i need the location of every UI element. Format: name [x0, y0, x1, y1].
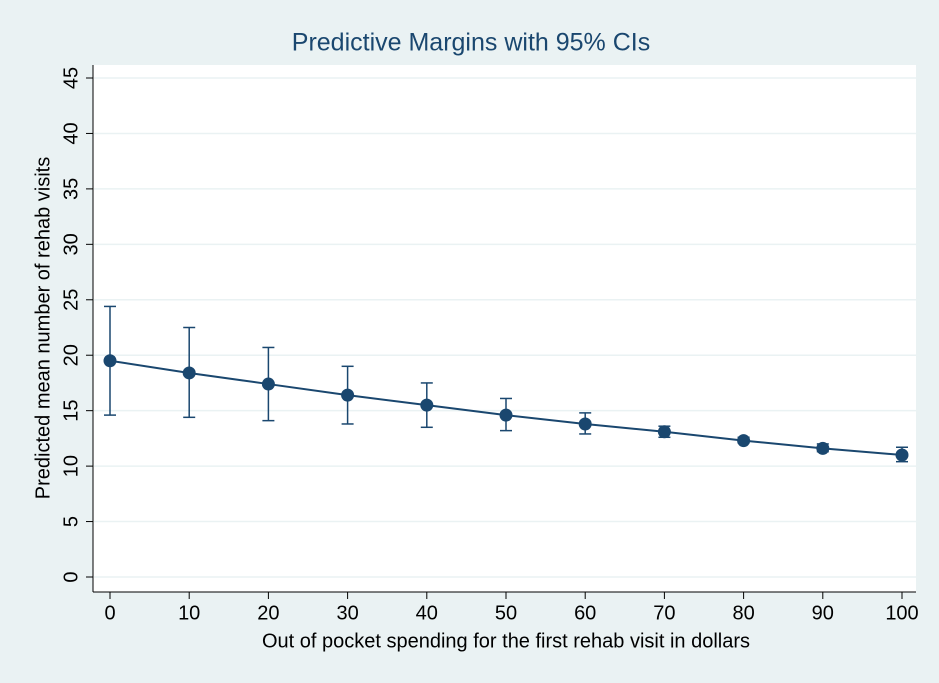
x-tick-label: 70 [653, 602, 675, 624]
marker [103, 354, 117, 368]
marker [499, 408, 513, 422]
x-tick-label: 30 [336, 602, 358, 624]
x-tick-label: 0 [104, 602, 115, 624]
marker [816, 441, 830, 455]
y-tick-label: 25 [60, 289, 82, 311]
y-tick-label: 0 [60, 571, 82, 582]
marker [578, 417, 592, 431]
x-tick-label: 80 [732, 602, 754, 624]
marker [261, 377, 275, 391]
marker [182, 366, 196, 380]
x-tick-label: 100 [885, 602, 918, 624]
marker [737, 434, 751, 448]
y-tick-label: 30 [60, 233, 82, 255]
marker [341, 388, 355, 402]
y-axis-label: Predicted mean number of rehab visits [32, 157, 54, 499]
marker [420, 398, 434, 412]
x-tick-label: 10 [178, 602, 200, 624]
y-tick-label: 10 [60, 455, 82, 477]
x-tick-label: 20 [257, 602, 279, 624]
x-tick-label: 50 [495, 602, 517, 624]
x-tick-label: 40 [416, 602, 438, 624]
y-tick-label: 35 [60, 178, 82, 200]
marker [657, 425, 671, 439]
x-axis-label: Out of pocket spending for the first reh… [262, 630, 750, 652]
y-tick-label: 5 [60, 516, 82, 527]
x-tick-label: 90 [812, 602, 834, 624]
marker [895, 448, 909, 462]
y-tick-label: 20 [60, 344, 82, 366]
x-tick-label: 60 [574, 602, 596, 624]
y-tick-label: 45 [60, 67, 82, 89]
chart-title: Predictive Margins with 95% CIs [292, 29, 650, 57]
y-tick-label: 15 [60, 400, 82, 422]
plot-area [93, 65, 916, 592]
y-tick-label: 40 [60, 122, 82, 144]
